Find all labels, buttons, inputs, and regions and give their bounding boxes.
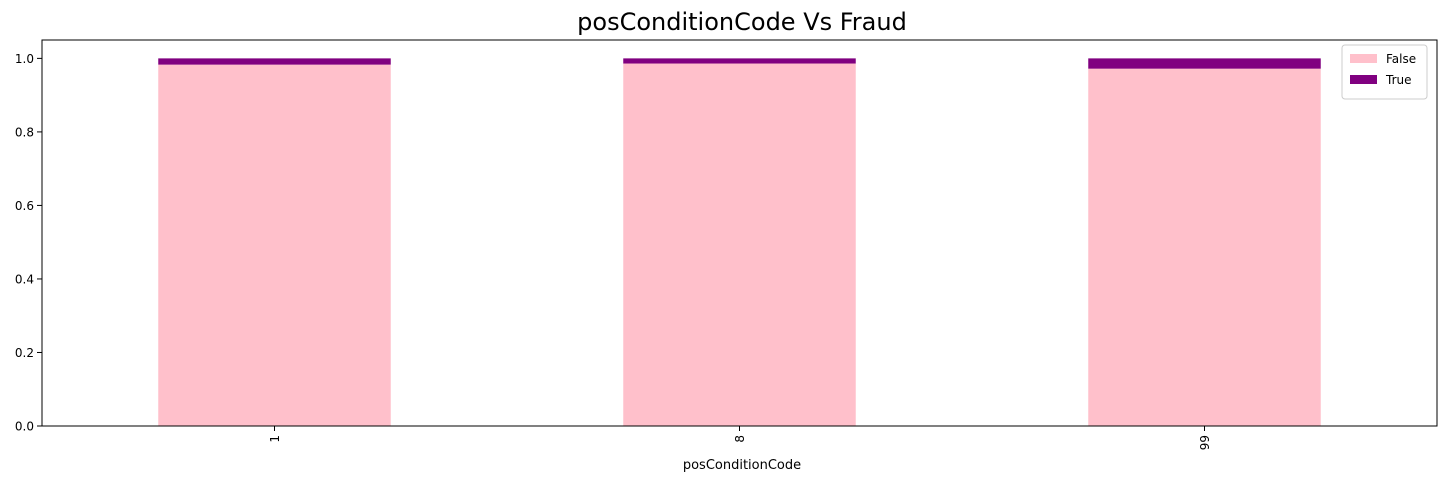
legend-swatch-true — [1350, 75, 1377, 84]
bar-true-8 — [623, 58, 856, 64]
y-tick-label: 0.6 — [15, 199, 34, 213]
x-tick-label: 1 — [268, 435, 282, 443]
chart-title: posConditionCode Vs Fraud — [577, 8, 907, 36]
bar-true-1 — [158, 58, 391, 65]
bar-true-99 — [1088, 58, 1321, 69]
bar-false-99 — [1088, 68, 1321, 426]
y-tick-label: 0.0 — [15, 420, 34, 434]
legend-label-false: False — [1386, 52, 1416, 66]
y-tick-label: 1.0 — [15, 52, 34, 66]
y-tick-label: 0.8 — [15, 125, 34, 139]
legend-label-true: True — [1385, 73, 1412, 87]
bar-false-8 — [623, 63, 856, 426]
x-axis-label: posConditionCode — [683, 458, 801, 473]
y-tick-label: 0.2 — [15, 346, 34, 360]
y-tick-label: 0.4 — [15, 272, 34, 286]
bars-layer — [158, 58, 1321, 426]
legend-swatch-false — [1350, 54, 1377, 63]
x-tick-label: 99 — [1198, 435, 1212, 450]
bar-false-1 — [158, 64, 391, 426]
legend: False True — [1341, 44, 1428, 100]
x-tick-label: 8 — [733, 435, 747, 443]
axes-layer: 0.0 0.2 0.4 0.6 0.8 1.0 1 8 99 — [15, 39, 1438, 450]
